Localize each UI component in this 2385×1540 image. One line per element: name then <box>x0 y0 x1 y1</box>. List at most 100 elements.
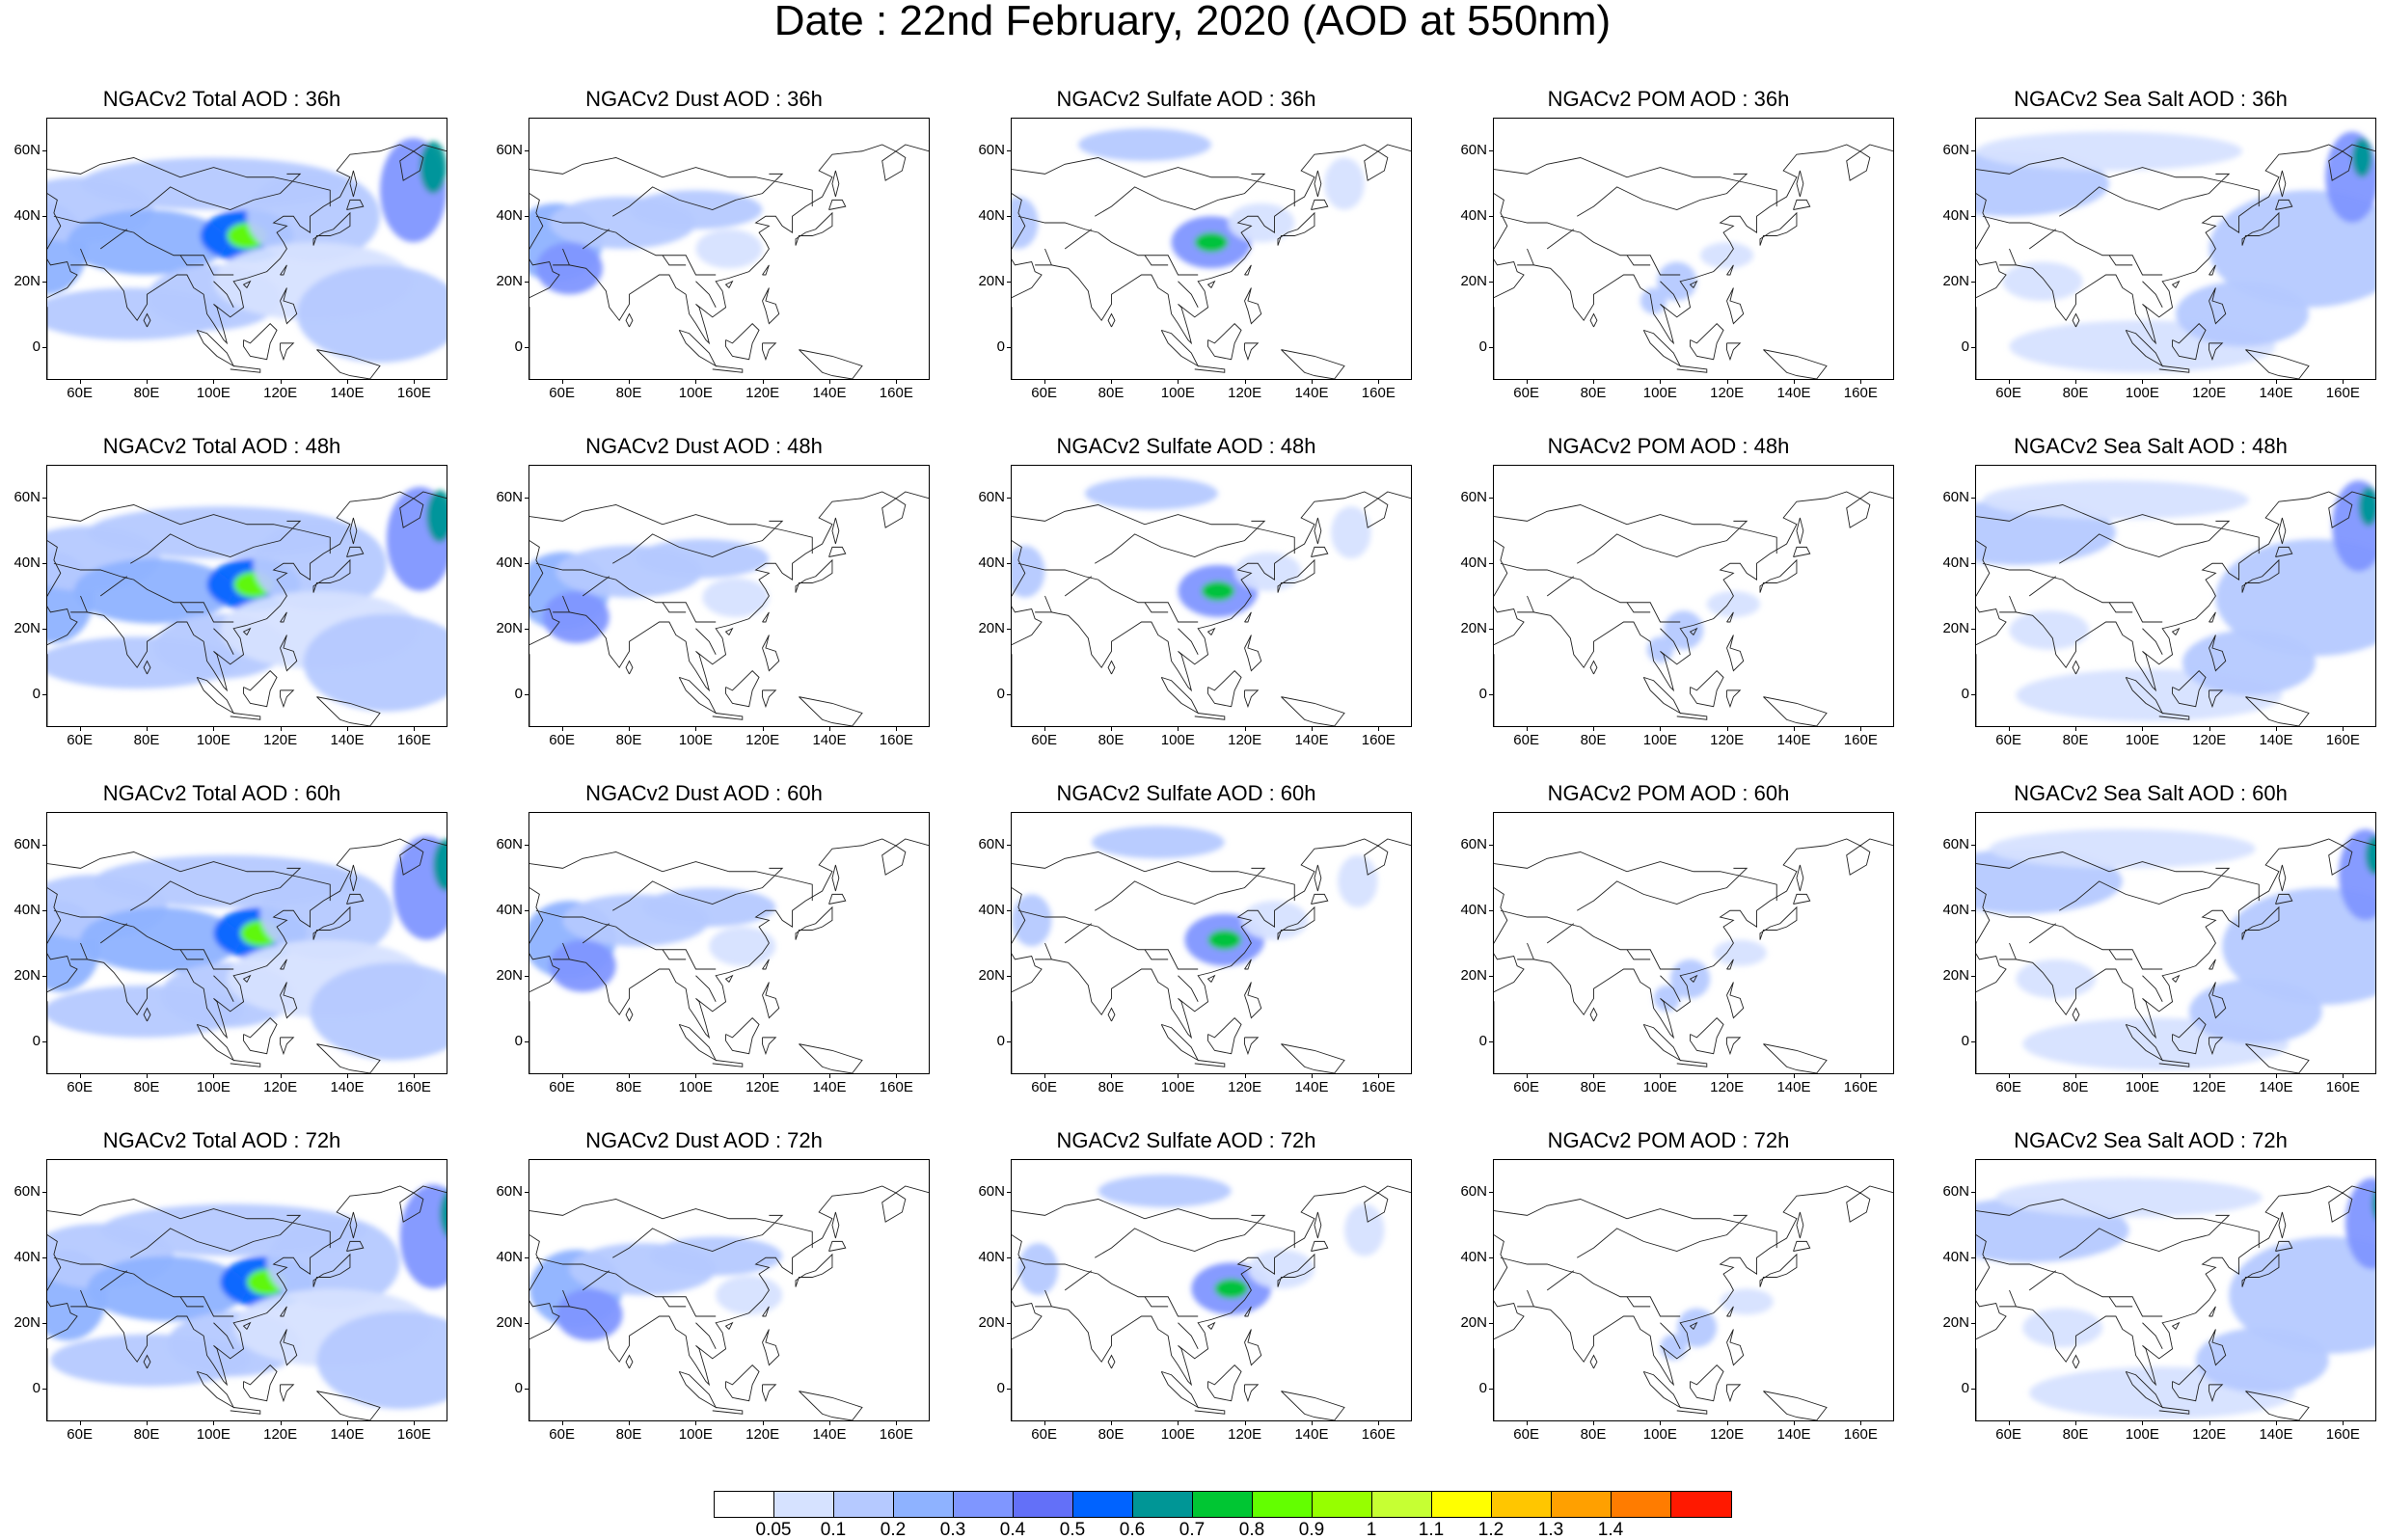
coastline <box>529 540 560 726</box>
coastline <box>312 211 351 246</box>
map-panel: NGACv2 POM AOD : 48h 60N 40N 20N 0 60E 80E 100E… <box>1447 434 1929 781</box>
coastline <box>2209 264 2216 276</box>
aod-field <box>73 558 234 624</box>
coastline <box>762 1037 777 1056</box>
coastline <box>1207 1016 1242 1055</box>
coastline <box>612 520 784 564</box>
panel-title: NGACv2 Sulfate AOD : 60h <box>1056 781 1316 805</box>
coastline <box>799 1391 863 1420</box>
coastline <box>1095 520 1266 564</box>
coastline <box>1044 248 1052 266</box>
coastline <box>1064 923 1093 944</box>
lon-tick-label: 120E <box>1228 1079 1262 1095</box>
panel-title: NGACv2 POM AOD : 72h <box>1547 1128 1790 1152</box>
coastline <box>2209 982 2227 1019</box>
coastline <box>1044 595 1052 613</box>
lon-tick-mark <box>1726 380 1728 384</box>
coastline <box>724 974 734 983</box>
aod-field <box>1676 1308 1718 1348</box>
lat-tick-label: 60N <box>1942 836 1969 852</box>
lat-tick-mark <box>42 563 46 564</box>
coastline <box>2275 1240 2293 1252</box>
lat-tick-mark <box>525 347 528 348</box>
coastline <box>1793 199 1811 210</box>
lat-tick-label: 40N <box>1942 1249 1969 1265</box>
lat-tick-label: 0 <box>996 1380 1005 1396</box>
coastline <box>230 365 261 373</box>
lon-tick-mark <box>1860 1421 1862 1425</box>
coastline <box>712 365 744 373</box>
coastline <box>2125 1370 2164 1409</box>
lon-tick-mark <box>1794 1074 1795 1078</box>
coastline <box>678 329 718 367</box>
coastline <box>2072 660 2080 675</box>
lon-tick-mark <box>1244 1074 1246 1078</box>
lat-tick-label: 20N <box>978 1314 1005 1331</box>
lon-tick-mark <box>896 380 898 384</box>
lat-tick-label: 60N <box>14 836 41 852</box>
colorbar-swatch <box>715 1492 774 1517</box>
lat-tick-label: 20N <box>1460 273 1487 289</box>
lat-tick-mark <box>1007 629 1011 630</box>
lat-tick-label: 40N <box>14 554 41 571</box>
coastline <box>799 696 863 726</box>
coastline <box>1281 1391 1345 1420</box>
lat-tick-label: 20N <box>496 620 523 636</box>
aod-map <box>46 118 447 380</box>
panel-title: NGACv2 Sea Salt AOD : 48h <box>2014 434 2288 458</box>
lon-tick-mark <box>1111 727 1112 731</box>
map-canvas <box>1976 131 2375 379</box>
coastline <box>553 144 929 345</box>
map-panel: NGACv2 Total AOD : 48h 60N 40N 20N 0 60E 80E 10… <box>0 434 482 781</box>
aod-field <box>535 242 603 295</box>
lon-tick-mark <box>1178 380 1179 384</box>
lon-tick-mark <box>1860 1074 1862 1078</box>
coastline <box>2072 1354 2080 1369</box>
aod-field <box>2351 138 2372 177</box>
lon-tick-label: 60E <box>1513 1426 1539 1443</box>
aod-field <box>1207 930 1242 950</box>
coastline <box>242 1321 252 1330</box>
lat-tick-mark <box>1007 1192 1011 1193</box>
lon-tick-label: 60E <box>1513 1079 1539 1095</box>
coastline <box>1244 1306 1252 1317</box>
lat-tick-mark <box>1007 498 1011 499</box>
coastline <box>2125 676 2164 715</box>
lon-tick-mark <box>280 1074 282 1078</box>
lat-tick-mark <box>1971 150 1975 151</box>
colorbar-swatch <box>774 1492 834 1517</box>
coastline <box>312 1253 351 1287</box>
aod-field <box>649 1236 783 1276</box>
coastline <box>2209 342 2224 362</box>
lon-tick-label: 160E <box>879 385 913 401</box>
coastline <box>1017 1256 1199 1317</box>
lat-tick-mark <box>525 216 528 217</box>
coastline <box>1314 517 1322 545</box>
lon-tick-mark <box>347 380 348 384</box>
lat-tick-label: 0 <box>996 686 1005 702</box>
coastline <box>724 280 734 288</box>
lon-tick-label: 100E <box>1160 732 1195 748</box>
coastline <box>53 215 234 276</box>
aod-field <box>716 1275 783 1315</box>
coastline <box>47 504 331 554</box>
map-panel: NGACv2 Dust AOD : 72h 60N 40N 20N 0 60E 80E 100… <box>482 1128 964 1475</box>
lon-tick-label: 80E <box>1580 732 1607 748</box>
lat-tick-label: 40N <box>1942 554 1969 571</box>
coastline <box>2142 1322 2163 1349</box>
map-canvas <box>1012 825 1411 1073</box>
coastline <box>1160 1370 1200 1409</box>
lon-tick-mark <box>561 727 563 731</box>
panel-title: NGACv2 Dust AOD : 60h <box>585 781 823 805</box>
lon-tick-label: 100E <box>1160 1426 1195 1443</box>
lon-tick-mark <box>2075 380 2076 384</box>
coastline <box>1626 949 1651 960</box>
lon-tick-label: 120E <box>1710 1426 1745 1443</box>
coastline <box>1206 627 1216 635</box>
lat-tick-mark <box>525 694 528 695</box>
coastline <box>230 713 261 720</box>
coastline <box>2028 923 2057 944</box>
coastline <box>1064 1270 1093 1291</box>
coastline <box>1796 1211 1804 1239</box>
aod-map <box>528 465 930 727</box>
